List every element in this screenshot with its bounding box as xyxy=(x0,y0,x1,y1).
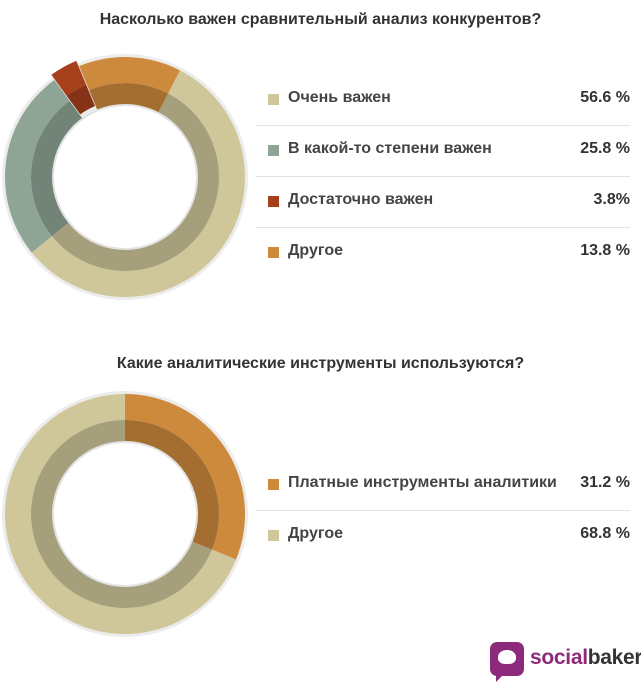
legend-row: В какой-то степени важен 25.8 % xyxy=(256,126,630,177)
legend-value: 68.8 % xyxy=(580,525,630,542)
slice-inner-2 xyxy=(30,101,84,237)
legend-row: Очень важен 56.6 % xyxy=(256,75,630,126)
chart-1-title: Насколько важен сравнительный анализ кон… xyxy=(99,11,542,28)
chef-logo-icon xyxy=(490,642,524,682)
legend-row: Другое 68.8 % xyxy=(256,511,630,561)
legend-row: Достаточно важен 3.8% xyxy=(256,177,630,228)
slice-inner-1 xyxy=(124,420,219,550)
slice-outer-2 xyxy=(4,80,70,253)
legend-swatch xyxy=(268,479,279,490)
legend-label: Другое xyxy=(288,525,343,542)
legend-value: 3.8% xyxy=(593,191,630,208)
legend-swatch xyxy=(268,145,279,156)
legend-row: Другое 13.8 % xyxy=(256,228,630,278)
legend-label: В какой-то степени важен xyxy=(288,140,492,157)
legend-value: 13.8 % xyxy=(580,242,630,259)
legend-label: Очень важен xyxy=(288,89,391,106)
legend-swatch xyxy=(268,247,279,258)
donut-slice-1 xyxy=(124,394,245,560)
donut-slice-3 xyxy=(51,60,95,115)
slice-inner-3 xyxy=(66,84,95,115)
legend-label: Платные инструменты аналитики xyxy=(288,474,557,491)
legend-value: 56.6 % xyxy=(580,89,630,106)
slice-outer-1 xyxy=(124,394,245,560)
legend-value: 25.8 % xyxy=(580,140,630,157)
chart-2-title: Какие аналитические инструменты использу… xyxy=(116,355,525,372)
legend-label: Достаточно важен xyxy=(288,191,434,208)
legend-row: Платные инструменты аналитики 31.2 % xyxy=(256,460,630,511)
donut-hole xyxy=(54,443,196,585)
legend-1: Очень важен 56.6 % В какой-то степени важе… xyxy=(256,75,630,278)
logo-text: socialbakers xyxy=(530,646,641,669)
socialbakers-logo: socialbakers xyxy=(490,640,641,682)
legend-label: Другое xyxy=(288,242,343,259)
donut-chart-1 xyxy=(2,54,248,300)
legend-swatch xyxy=(268,94,279,105)
donut-hole xyxy=(54,106,196,248)
slice-outer-3 xyxy=(51,60,87,96)
legend-swatch xyxy=(268,196,279,207)
slice-outer-4 xyxy=(79,57,180,94)
legend-value: 31.2 % xyxy=(580,474,630,491)
donut-slice-2 xyxy=(4,80,84,253)
donut-chart-2 xyxy=(2,391,248,637)
legend-2: Платные инструменты аналитики 31.2 % Друго… xyxy=(256,460,630,561)
legend-swatch xyxy=(268,530,279,541)
